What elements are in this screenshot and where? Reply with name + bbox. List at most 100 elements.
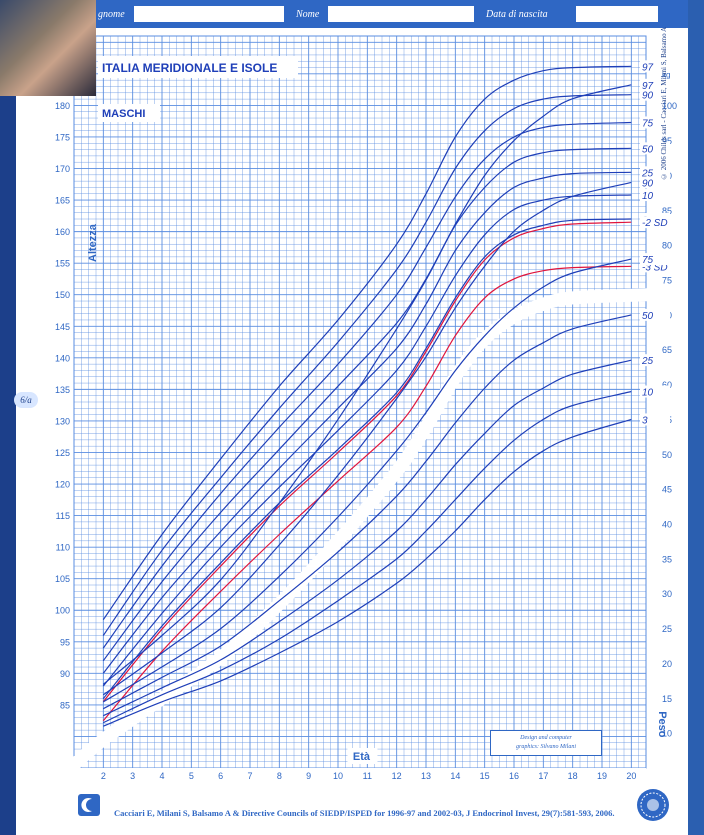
height-curve-label: 75 (642, 118, 654, 129)
height-tick-label: 110 (56, 543, 70, 553)
age-tick-label: 18 (568, 771, 578, 781)
weight-tick-label: 40 (662, 520, 672, 530)
weight-curve-label-box (640, 253, 670, 266)
height-curve-3 (102, 218, 632, 699)
weight-curve-90 (102, 181, 632, 696)
height-curve-label-box (640, 116, 670, 129)
height-tick-label: 140 (55, 353, 70, 363)
age-tick-label: 6 (218, 771, 223, 781)
chart-title: ITALIA MERIDIONALE E ISOLE (102, 61, 277, 75)
height-tick-label: 175 (55, 132, 70, 142)
footer-citation: Cacciari E, Milani S, Balsamo A & Direct… (114, 808, 615, 818)
weight-curve-label-box (640, 413, 670, 426)
weight-curve-label: 50 (642, 311, 654, 322)
height-tick-label: 125 (55, 448, 70, 458)
footer-logo-icon (78, 794, 100, 816)
credit-line-1: Design and computer (520, 735, 572, 741)
weight-tick-label: 85 (662, 206, 672, 216)
copyright-note: © 2006 Childs sarl - Cacciari E, Milani … (660, 26, 668, 180)
weight-curve-label: 75 (642, 255, 654, 266)
height-curve-label-box (640, 166, 670, 179)
height-tick-label: 145 (55, 322, 70, 332)
height-tick-label: 95 (60, 637, 70, 647)
height-tick-label: 115 (56, 511, 70, 521)
x-axis-label-box (347, 748, 378, 764)
age-tick-label: 3 (130, 771, 135, 781)
chart-logo-icon (16, 426, 36, 442)
weight-curve-3 (103, 418, 632, 727)
weight-tick-label: 45 (662, 485, 672, 495)
weight-curve-label: 90 (642, 178, 654, 189)
height-curve-75 (102, 121, 632, 649)
name-field[interactable] (328, 6, 474, 22)
patient-header: gnome Nome Data di nascita (16, 0, 688, 28)
weight-tick-label: 35 (662, 554, 672, 564)
height-curve-25 (102, 171, 632, 674)
weight-curve-label-box (640, 78, 670, 91)
height-tick-label: 85 (60, 700, 70, 710)
weight-curve-75 (102, 258, 632, 703)
page-badge: 6/a (14, 392, 38, 408)
weight-axis-label-box (648, 635, 662, 686)
name-label: Nome (296, 9, 320, 20)
height-axis-label: Altezza (87, 223, 99, 262)
age-tick-label: 13 (421, 771, 431, 781)
weight-tick-label: 75 (662, 276, 672, 286)
separator-band (67, 288, 653, 772)
age-tick-label: 20 (626, 771, 636, 781)
height-curve-minus3SD (102, 265, 632, 722)
surname-field[interactable] (134, 6, 284, 22)
height-curve-label: 90 (642, 91, 654, 102)
age-tick-label: 2 (101, 771, 106, 781)
credit-line-2: graphics: Silvano Milani (516, 744, 576, 750)
weight-axis-label: Peso (656, 711, 668, 738)
height-curve-10 (102, 194, 632, 687)
age-tick-label: 11 (363, 771, 372, 781)
title-box (98, 56, 298, 78)
age-tick-label: 17 (538, 771, 548, 781)
age-axis-label: Età (353, 751, 371, 763)
age-tick-label: 15 (480, 771, 490, 781)
weight-tick-label: 60 (662, 380, 672, 390)
weight-curve-label-box (640, 385, 670, 398)
height-curve-label: -2 SD (642, 218, 668, 229)
child-photo (0, 0, 96, 96)
height-curve-label: 97 (642, 62, 654, 73)
weight-curve-25 (103, 359, 632, 717)
height-tick-label: 135 (55, 385, 70, 395)
age-tick-label: 4 (159, 771, 164, 781)
surname-label: gnome (98, 9, 125, 20)
weight-tick-label: 65 (662, 345, 672, 355)
weight-curve-label: 3 (642, 415, 648, 426)
subtitle-box (98, 104, 160, 122)
weight-tick-label: 15 (662, 694, 672, 704)
height-curve-label-box (640, 216, 670, 229)
age-tick-label: 12 (392, 771, 402, 781)
height-tick-label: 160 (55, 227, 70, 237)
height-curve-50 (102, 147, 632, 662)
height-tick-label: 90 (60, 669, 70, 679)
weight-tick-label: 30 (662, 589, 672, 599)
age-tick-label: 9 (306, 771, 311, 781)
growth-chart-sheet: gnome Nome Data di nascita ITALIA MERIDI… (16, 0, 688, 835)
weight-tick-label: 20 (662, 659, 672, 669)
weight-tick-label: 80 (662, 241, 672, 251)
weight-tick-label: 50 (662, 450, 672, 460)
height-tick-label: 155 (55, 259, 70, 269)
height-curve-97 (102, 65, 632, 621)
age-tick-label: 14 (450, 771, 460, 781)
age-tick-label: 5 (189, 771, 194, 781)
age-tick-label: 19 (597, 771, 607, 781)
weight-curve-label: 25 (641, 356, 654, 367)
age-tick-label: 10 (333, 771, 343, 781)
weight-curve-label-box (640, 176, 670, 189)
society-seal-icon (637, 789, 669, 821)
weight-tick-label: 95 (662, 136, 672, 146)
height-curve-label: 25 (641, 168, 654, 179)
height-curve-label-box (640, 88, 670, 101)
weight-curve-label-box (640, 354, 670, 367)
weight-curve-97 (102, 84, 632, 685)
birthdate-field[interactable] (576, 6, 658, 22)
height-tick-label: 105 (55, 574, 70, 584)
height-curve-label: 10 (642, 191, 654, 202)
